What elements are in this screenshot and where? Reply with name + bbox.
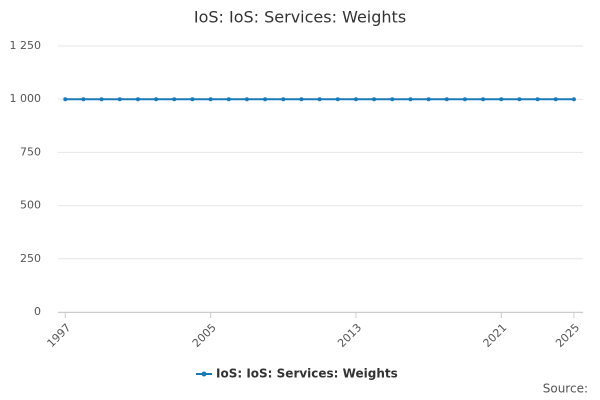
y-tick-label: 0 — [34, 305, 41, 318]
source: Source: — [543, 382, 588, 396]
point — [462, 97, 467, 102]
y-tick-label: 250 — [20, 252, 41, 265]
y-tick-label: 750 — [20, 145, 41, 158]
legend-marker — [201, 371, 207, 377]
point — [335, 97, 340, 102]
point — [263, 97, 268, 102]
point — [81, 97, 86, 102]
point — [190, 97, 195, 102]
x-tick-label: 2013 — [335, 321, 364, 350]
point — [535, 97, 540, 102]
point — [281, 97, 286, 102]
x-tick-label: 1997 — [45, 321, 74, 350]
point — [553, 97, 558, 102]
point — [353, 97, 358, 102]
point — [499, 97, 504, 102]
point — [226, 97, 231, 102]
point — [299, 97, 304, 102]
point — [390, 97, 395, 102]
point — [154, 97, 159, 102]
y-tick-label: 1 250 — [10, 39, 42, 52]
x-tick-label: 2005 — [190, 321, 219, 350]
point — [444, 97, 449, 102]
point — [517, 97, 522, 102]
point — [63, 97, 68, 102]
point — [135, 97, 140, 102]
point — [172, 97, 177, 102]
point — [99, 97, 104, 102]
x-tick-label: 2025 — [553, 321, 582, 350]
y-tick-label: 500 — [20, 199, 41, 212]
y-tick-label: 1 000 — [10, 92, 42, 105]
point — [317, 97, 322, 102]
point — [408, 97, 413, 102]
point — [426, 97, 431, 102]
point — [208, 97, 213, 102]
point — [244, 97, 249, 102]
point — [481, 97, 486, 102]
point — [117, 97, 122, 102]
point — [372, 97, 377, 102]
x-tick-label: 2021 — [481, 321, 510, 350]
point — [571, 97, 576, 102]
chart-title: IoS: IoS: Services: Weights — [194, 8, 406, 27]
legend-label: IoS: IoS: Services: Weights — [216, 367, 398, 381]
